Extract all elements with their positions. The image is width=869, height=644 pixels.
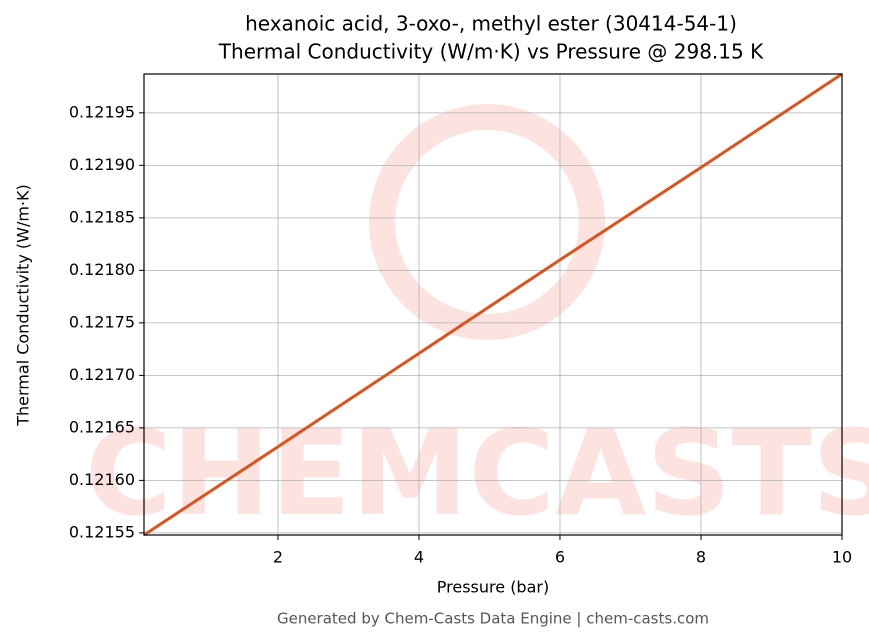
x-tick-label: 8 bbox=[696, 548, 706, 567]
x-tick-label: 2 bbox=[273, 548, 283, 567]
data-line bbox=[143, 72, 843, 537]
y-tick-label: 0.12170 bbox=[69, 365, 135, 384]
watermark: CHEMCASTS bbox=[85, 404, 869, 542]
y-tick-label: 0.12185 bbox=[69, 207, 135, 226]
x-axis-label: Pressure (bar) bbox=[437, 578, 549, 597]
x-tick-label: 4 bbox=[414, 548, 424, 567]
chart-subtitle: Thermal Conductivity (W/m·K) vs Pressure… bbox=[218, 40, 764, 64]
y-tick-label: 0.12190 bbox=[69, 155, 135, 174]
y-tick-label: 0.12180 bbox=[69, 260, 135, 279]
chart-title: hexanoic acid, 3-oxo-, methyl ester (304… bbox=[245, 12, 737, 36]
y-axis-label: Thermal Conductivity (W/m·K) bbox=[14, 184, 33, 427]
watermark-logo bbox=[369, 104, 605, 340]
y-tick-label: 0.12195 bbox=[69, 102, 135, 121]
y-tick-label: 0.12155 bbox=[69, 522, 135, 541]
y-tick-label: 0.12165 bbox=[69, 417, 135, 436]
x-tick-label: 10 bbox=[832, 548, 852, 567]
y-tick-label: 0.12175 bbox=[69, 312, 135, 331]
x-tick-label: 6 bbox=[555, 548, 565, 567]
plot-frame bbox=[143, 73, 843, 536]
footer: Generated by Chem-Casts Data Engine | ch… bbox=[277, 610, 709, 628]
y-tick-label: 0.12160 bbox=[69, 470, 135, 489]
